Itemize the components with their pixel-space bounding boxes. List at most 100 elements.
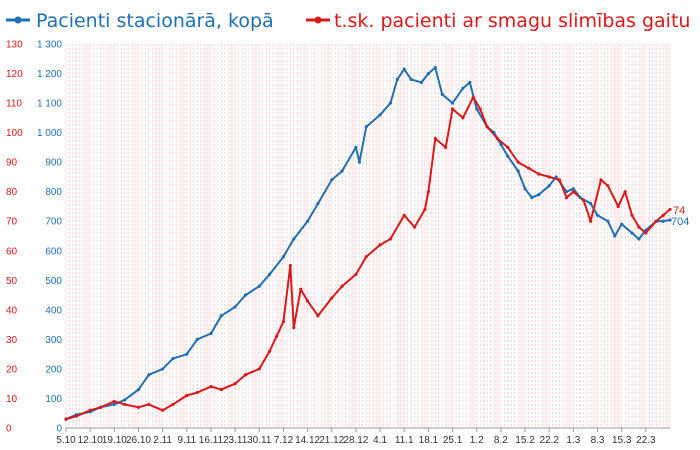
point-severe: [654, 219, 658, 223]
point-total: [450, 101, 455, 105]
point-severe: [161, 408, 165, 412]
series-markers: [64, 66, 672, 421]
x-tick-label: 25.1: [443, 435, 463, 446]
weekend-band: [590, 44, 598, 428]
point-total: [578, 196, 582, 200]
x-tick-label: 23.11: [223, 435, 248, 446]
left-axis-tick-label: 1 200: [37, 69, 62, 80]
legend-entry-severe[interactable]: t.sk. pacienti ar smagu slimības gaitu: [306, 10, 690, 32]
point-severe: [195, 390, 199, 395]
legend-label-total: Pacienti stacionārā, kopā: [36, 10, 274, 32]
point-severe: [388, 237, 393, 241]
x-tick-label: 26.10: [126, 435, 151, 446]
point-severe: [171, 402, 175, 406]
x-tick-label: 9.11: [177, 435, 196, 446]
weekend-band: [518, 44, 526, 428]
point-total: [136, 388, 141, 392]
red-axis-tick-label: 30: [6, 335, 18, 346]
weekend-band: [252, 44, 260, 428]
point-severe: [330, 296, 334, 300]
weekend-band: [566, 44, 574, 428]
point-severe: [661, 213, 665, 217]
point-severe: [233, 382, 237, 386]
point-total: [185, 352, 189, 356]
legend: Pacienti stacionārā, kopā t.sk. pacienti…: [6, 10, 690, 32]
point-severe: [461, 116, 465, 120]
x-tick-label: 16.11: [199, 435, 224, 446]
x-tick-label: 4.1: [373, 435, 387, 446]
red-axis-tick-label: 130: [6, 40, 23, 51]
weekend-band: [469, 44, 477, 428]
point-severe: [354, 272, 358, 276]
left-axis-tick-label: 1 100: [37, 99, 62, 110]
red-axis-tick-label: 120: [6, 69, 23, 80]
x-tick-label: 8.3: [591, 435, 605, 446]
left-axis-tick-label: 200: [45, 364, 62, 375]
point-severe: [506, 145, 510, 149]
point-total: [354, 145, 358, 149]
point-severe: [88, 408, 92, 412]
red-axis-tick-label: 80: [6, 187, 18, 198]
point-total: [537, 193, 541, 197]
point-total: [589, 201, 593, 206]
point-severe: [444, 145, 448, 149]
point-severe: [123, 402, 127, 406]
point-severe: [668, 207, 672, 212]
point-total: [268, 272, 272, 276]
point-total: [547, 184, 551, 188]
x-tick-label: 2.11: [153, 435, 172, 446]
legend-marker-total: [14, 16, 22, 24]
x-tick-label: 14.12: [295, 435, 320, 446]
point-total: [506, 154, 510, 158]
point-total: [409, 77, 413, 82]
end-label-severe: 74: [673, 205, 685, 217]
weekend-band: [155, 44, 163, 428]
legend-entry-total[interactable]: Pacienti stacionārā, kopā: [6, 10, 274, 32]
red-axis-tick-label: 100: [6, 128, 23, 139]
point-severe: [281, 320, 286, 324]
point-total: [571, 187, 575, 191]
weekend-band: [179, 44, 187, 428]
point-severe: [112, 399, 116, 404]
weekend-band: [83, 44, 91, 428]
legend-label-severe: t.sk. pacienti ar smagu slimības gaitu: [334, 10, 690, 32]
point-total: [564, 190, 569, 194]
point-total: [419, 80, 424, 84]
left-axis-tick-label: 400: [45, 305, 62, 316]
point-total: [630, 231, 634, 235]
point-severe: [412, 225, 417, 229]
x-tick-label: 22.3: [636, 435, 656, 446]
weekend-band: [204, 44, 211, 428]
point-severe: [571, 190, 575, 194]
point-severe: [98, 405, 103, 409]
left-axis-tick-label: 800: [45, 187, 62, 198]
point-total: [340, 169, 344, 173]
x-tick-label: 12.10: [78, 435, 103, 446]
point-severe: [564, 196, 569, 200]
left-axis-tick-label: 900: [45, 158, 62, 169]
point-total: [281, 255, 286, 259]
weekend-band: [349, 44, 356, 428]
point-total: [595, 213, 600, 217]
point-severe: [299, 287, 303, 291]
weekend-band: [421, 44, 429, 428]
weekend-band: [107, 44, 115, 428]
point-total: [433, 66, 437, 70]
point-severe: [426, 190, 430, 194]
point-total: [613, 234, 617, 238]
weekend-band: [276, 44, 284, 428]
point-severe: [423, 207, 427, 212]
point-total: [292, 237, 296, 241]
left-axis-tick-label: 300: [45, 335, 62, 346]
weekend-band: [228, 44, 236, 428]
point-severe: [589, 219, 593, 223]
point-total: [637, 237, 641, 241]
x-tick-label: 18.1: [419, 435, 439, 446]
left-axis-tick-label: 600: [45, 246, 62, 257]
point-severe: [316, 314, 320, 318]
point-severe: [274, 334, 279, 339]
point-severe: [630, 213, 634, 217]
point-total: [378, 113, 382, 117]
